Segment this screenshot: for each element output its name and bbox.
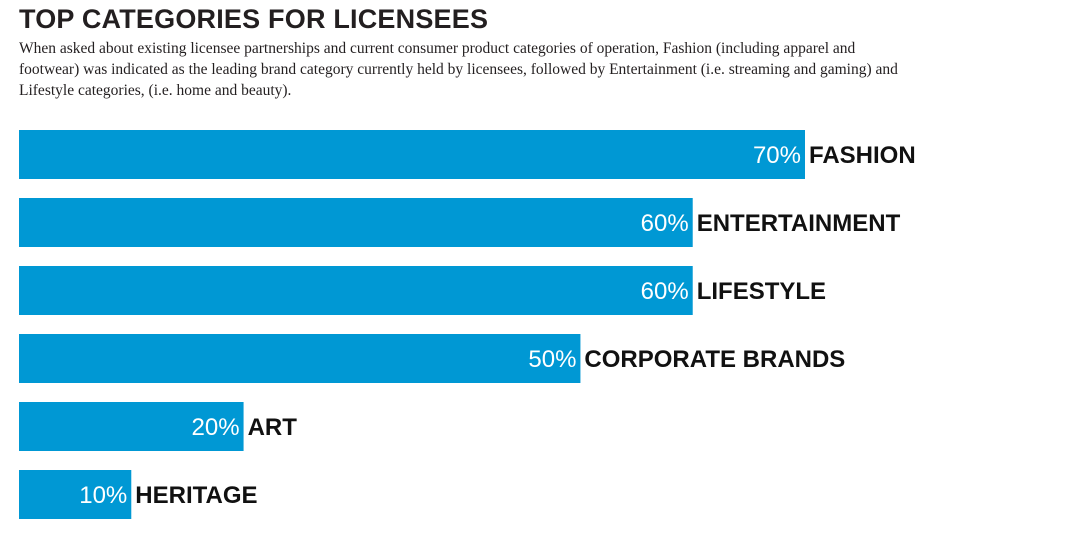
bar-value-label: 10%: [79, 482, 127, 509]
category-label: ART: [248, 414, 298, 441]
bar-value-label: 50%: [528, 346, 576, 373]
category-label: CORPORATE BRANDS: [584, 346, 845, 373]
bar-fashion: [19, 130, 805, 179]
bar-group: 50% CORPORATE BRANDS: [19, 334, 845, 383]
bar-value-label: 60%: [641, 278, 689, 305]
category-label: FASHION: [809, 142, 916, 169]
chart-subtitle: When asked about existing licensee partn…: [19, 40, 898, 99]
bar-group: 20% ART: [19, 402, 297, 451]
bar-entertainment: [19, 198, 693, 247]
bar-art: [19, 402, 244, 451]
bar-value-label: 70%: [753, 142, 801, 169]
bar-value-label: 20%: [192, 414, 240, 441]
bar-corporate-brands: [19, 334, 581, 383]
category-label: HERITAGE: [135, 482, 257, 509]
bar-group: 70% FASHION: [19, 130, 916, 179]
bar-lifestyle: [19, 266, 693, 315]
chart-title: TOP CATEGORIES FOR LICENSEES: [19, 4, 489, 34]
bar-group: 10% HERITAGE: [19, 470, 258, 519]
category-label: LIFESTYLE: [697, 278, 826, 305]
bar-group: 60% ENTERTAINMENT: [19, 198, 901, 247]
bar-group: 60% LIFESTYLE: [19, 266, 826, 315]
category-label: ENTERTAINMENT: [697, 210, 901, 237]
bar-heritage: [19, 470, 132, 519]
bar-value-label: 60%: [641, 210, 689, 237]
